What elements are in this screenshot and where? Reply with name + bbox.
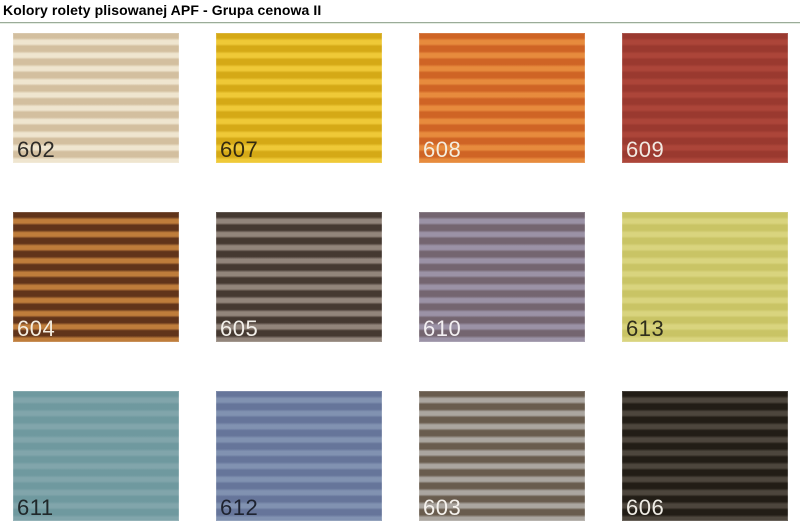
swatch-code-label: 610 — [423, 316, 462, 341]
swatch-code-label: 613 — [626, 316, 665, 341]
swatch-602: 602 — [13, 33, 179, 163]
swatch-612: 612 — [216, 391, 382, 521]
swatch-605: 605 — [216, 212, 382, 342]
swatch-604: 604 — [13, 212, 179, 342]
swatch-610: 610 — [419, 212, 585, 342]
swatch-code-label: 604 — [17, 316, 56, 341]
swatch-608: 608 — [419, 33, 585, 163]
swatch-607: 607 — [216, 33, 382, 163]
swatch-code-label: 603 — [423, 495, 462, 520]
swatch-613: 613 — [622, 212, 788, 342]
swatch-code-label: 606 — [626, 495, 665, 520]
swatch-grid: 602 607 608 609 604 605 610 613 611 612 603 606 — [0, 24, 800, 521]
swatch-606: 606 — [622, 391, 788, 521]
swatch-code-label: 612 — [220, 495, 259, 520]
swatch-code-label: 605 — [220, 316, 259, 341]
swatch-611: 611 — [13, 391, 179, 521]
swatch-code-label: 607 — [220, 137, 259, 162]
page-title: Kolory rolety plisowanej APF - Grupa cen… — [3, 2, 322, 18]
header-divider — [0, 22, 800, 24]
page-header: Kolory rolety plisowanej APF - Grupa cen… — [0, 0, 800, 18]
swatch-code-label: 608 — [423, 137, 462, 162]
swatch-603: 603 — [419, 391, 585, 521]
swatch-code-label: 609 — [626, 137, 665, 162]
swatch-code-label: 611 — [17, 495, 54, 520]
swatch-609: 609 — [622, 33, 788, 163]
swatch-code-label: 602 — [17, 137, 56, 162]
